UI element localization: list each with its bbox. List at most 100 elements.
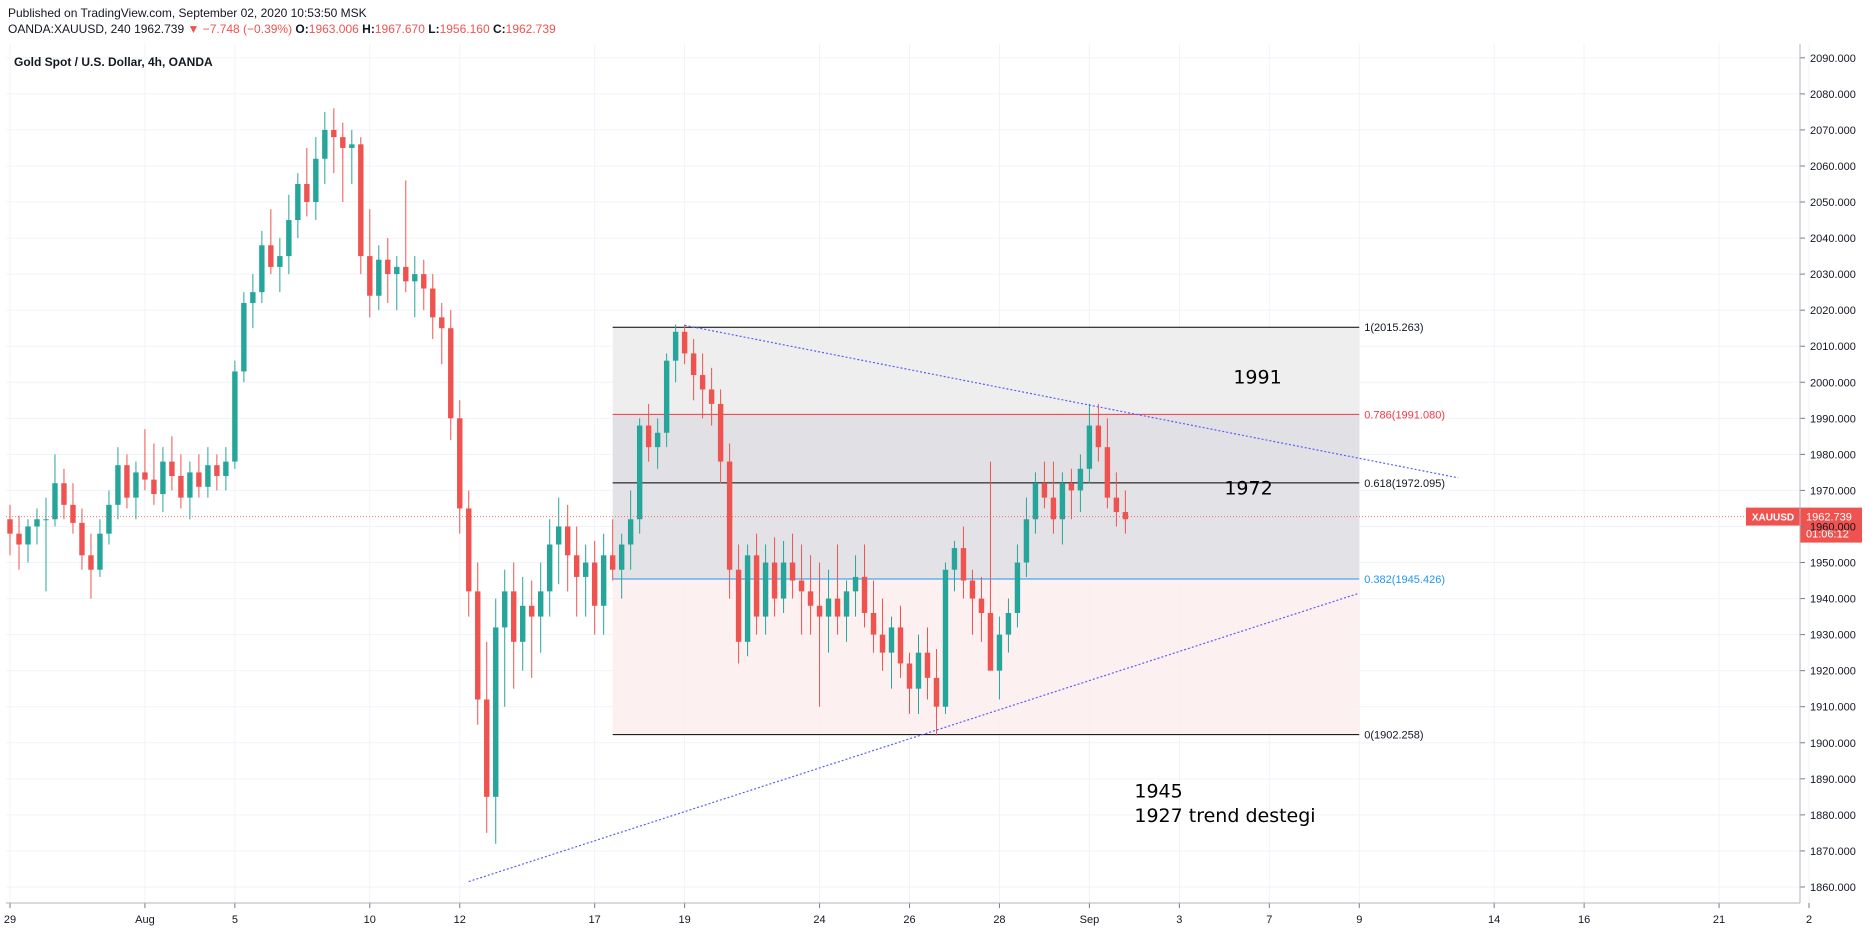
- last-price: 1962.739: [134, 22, 185, 36]
- candle-body: [825, 598, 832, 617]
- candle-body: [582, 562, 589, 577]
- candle-body: [304, 183, 310, 203]
- candle-body: [79, 522, 85, 556]
- fib-level-label: 1(2015.263): [1364, 322, 1423, 334]
- price-change: ▼ −7.748 (−0.39%): [187, 22, 293, 36]
- candle-body: [618, 544, 625, 570]
- y-tick-label: 2070.000: [1810, 125, 1856, 137]
- candle-body: [448, 328, 454, 419]
- y-tick-label: 1960.000: [1810, 521, 1856, 533]
- candle-body: [160, 461, 166, 495]
- candle-body: [376, 259, 382, 296]
- candle-body: [951, 548, 958, 570]
- candle-body: [322, 129, 328, 159]
- x-tick-label: 2: [1806, 914, 1812, 926]
- candle-body: [439, 317, 445, 329]
- chart-title: Gold Spot / U.S. Dollar, 4h, OANDA: [14, 55, 213, 69]
- candle-body: [1077, 468, 1084, 491]
- candle-body: [277, 256, 283, 267]
- candle-body: [151, 479, 157, 495]
- candle-body: [573, 555, 580, 577]
- candle-body: [385, 259, 391, 275]
- y-tick-label: 2010.000: [1810, 341, 1856, 353]
- candle-body: [475, 591, 481, 700]
- trendlines[interactable]: [468, 324, 1459, 883]
- candle-body: [969, 580, 976, 599]
- open-value: 1963.006: [308, 22, 359, 36]
- candle-body: [484, 699, 490, 797]
- fib-level-label: 0.786(1991.080): [1364, 409, 1445, 421]
- candle-body: [205, 465, 211, 487]
- y-tick-label: 1880.000: [1810, 810, 1856, 822]
- candle-body: [313, 158, 319, 203]
- close-value: 1962.739: [505, 22, 556, 36]
- candle-body: [430, 288, 436, 318]
- candle-body: [124, 465, 130, 498]
- candle-body: [933, 677, 940, 707]
- y-tick-label: 1930.000: [1810, 630, 1856, 642]
- candle-body: [214, 465, 220, 476]
- text-annotation: 1991: [1233, 367, 1281, 389]
- candle-body: [493, 627, 499, 797]
- y-tick-label: 1940.000: [1810, 594, 1856, 606]
- price-tag-bg: [1800, 507, 1862, 543]
- axes[interactable]: 1860.000 1870.000 1880.000 1890.000 1900.000…: [4, 44, 1856, 926]
- candle-body: [1032, 483, 1039, 520]
- candle-body: [16, 533, 22, 545]
- price-tag-countdown: 01:06:12: [1806, 529, 1849, 541]
- published-caption: Published on TradingView.com, September …: [8, 6, 367, 20]
- x-tick-label: Sep: [1080, 914, 1100, 926]
- candle-body: [1041, 483, 1048, 498]
- close-label: C:: [492, 22, 506, 36]
- candle-body: [672, 331, 679, 361]
- candle-body: [457, 418, 463, 509]
- candle-body: [223, 461, 229, 476]
- candle-body: [690, 353, 697, 376]
- candle-body: [843, 591, 850, 617]
- candle-body: [52, 483, 58, 520]
- candle-body: [681, 331, 688, 354]
- candle-body: [852, 576, 859, 592]
- trendline: [468, 592, 1360, 883]
- candle-body: [663, 360, 670, 433]
- y-tick-label: 1870.000: [1810, 846, 1856, 858]
- candle-body: [331, 129, 337, 138]
- high-label: H:: [362, 22, 375, 36]
- x-tick-label: 26: [903, 914, 915, 926]
- x-tick-label: 7: [1266, 914, 1272, 926]
- y-tick-label: 1970.000: [1810, 485, 1856, 497]
- candle-body: [915, 652, 922, 689]
- fib-zone: [612, 579, 1360, 735]
- candle-body: [861, 576, 868, 613]
- low-value: 1956.160: [439, 22, 490, 36]
- open-label: O:: [295, 22, 309, 36]
- y-tick-label: 1950.000: [1810, 558, 1856, 570]
- candle-body: [1113, 497, 1120, 513]
- candle-body: [538, 591, 544, 617]
- y-tick-label: 2040.000: [1810, 233, 1856, 245]
- fibonacci-retracement[interactable]: 1(2015.263) 0.786(1991.080) 0.618(1972.095…: [612, 322, 1445, 742]
- y-tick-label: 2090.000: [1810, 53, 1856, 65]
- candle-body: [1086, 425, 1093, 469]
- candle-body: [187, 472, 193, 498]
- y-tick-label: 2030.000: [1810, 269, 1856, 281]
- candle-body: [789, 562, 796, 581]
- candle-body: [798, 580, 805, 592]
- candle-body: [717, 403, 724, 462]
- candle-body: [771, 562, 778, 599]
- candle-body: [25, 526, 31, 545]
- candle-body: [1095, 425, 1102, 448]
- candle-body: [1023, 519, 1030, 563]
- candle-body: [268, 245, 274, 267]
- candle-body: [340, 137, 346, 148]
- price-tag-value: 1962.739: [1806, 512, 1852, 524]
- candle-body: [241, 302, 247, 372]
- candles: [7, 108, 1129, 844]
- candle-body: [367, 256, 373, 296]
- symbol-ohlc-line: OANDA:XAUUSD, 240 1962.739 ▼ −7.748 (−0.…: [8, 22, 556, 36]
- candle-body: [699, 375, 706, 390]
- candle-body: [97, 533, 103, 570]
- candle-body: [106, 504, 112, 534]
- y-tick-label: 1910.000: [1810, 702, 1856, 714]
